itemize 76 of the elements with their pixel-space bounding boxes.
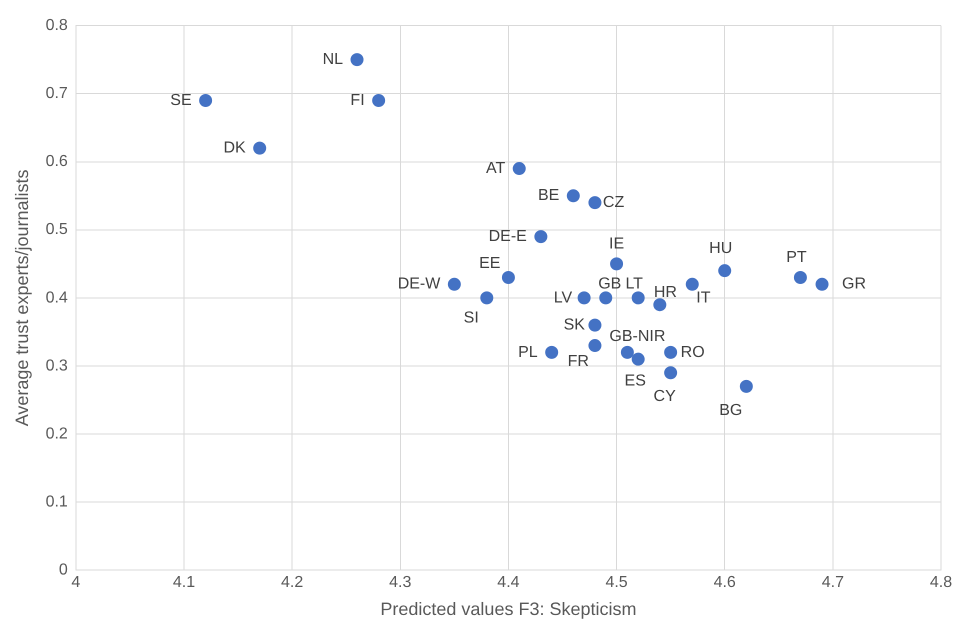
annotation: SE (170, 92, 192, 109)
point (620, 346, 634, 359)
y-tick-label: 0.4 (46, 289, 68, 306)
annotation: LT (625, 275, 644, 292)
annotation: CY (654, 388, 676, 406)
y-axis-title: Average trust experts/journalists (12, 170, 32, 426)
annotation: DK (223, 140, 246, 157)
point (588, 196, 602, 210)
x-axis-title: Predicted values F3: Skepticism (380, 599, 636, 620)
y-tick-label: 0.2 (46, 425, 68, 442)
x-tick-label: 4.4 (497, 574, 520, 592)
y-tick-label: 0.7 (46, 85, 68, 102)
point (718, 264, 732, 278)
y-tick-label: 0.6 (46, 153, 68, 170)
point (502, 270, 515, 284)
annotation: NL (322, 51, 344, 68)
point (372, 94, 386, 107)
y-tick-label: 0.1 (46, 494, 68, 511)
annotation: FR (568, 352, 589, 370)
point (664, 346, 678, 359)
y-tick-label: 0.3 (46, 357, 68, 374)
x-tick-label: 4.6 (714, 574, 736, 592)
point (566, 189, 580, 202)
annotation: IT (696, 290, 711, 307)
point (664, 366, 678, 380)
annotation: HR (654, 284, 677, 302)
point (740, 380, 753, 393)
annotation: LV (554, 289, 572, 306)
annotation: SK (564, 316, 586, 334)
point (794, 270, 807, 284)
point (480, 291, 494, 304)
point (545, 346, 558, 359)
x-tick-label: 4.3 (389, 574, 412, 592)
point (350, 53, 364, 66)
annotation: CZ (602, 194, 624, 211)
point (588, 339, 602, 352)
annotation: PL (518, 344, 538, 361)
point (686, 278, 699, 291)
annotation: FI (350, 92, 365, 109)
annotation: GR (842, 276, 866, 293)
annotation: DE-W (398, 276, 442, 293)
annotation: GB-NIR (609, 328, 666, 345)
point (253, 142, 266, 155)
point (588, 318, 602, 332)
point (653, 298, 666, 312)
annotation: RO (680, 344, 705, 361)
annotation: ES (624, 372, 646, 390)
y-tick-label: 0.5 (46, 221, 68, 238)
x-tick-label: 4.5 (605, 574, 628, 592)
point (199, 94, 212, 107)
point (816, 278, 829, 291)
point (610, 257, 624, 270)
x-tick-label: 4.1 (172, 574, 196, 592)
annotation: BE (538, 187, 560, 204)
annotation: AT (486, 160, 506, 177)
point (512, 162, 526, 176)
point (599, 291, 612, 304)
annotation: PT (786, 248, 807, 266)
point (632, 291, 645, 304)
y-tick-label: 0 (58, 562, 68, 579)
x-tick-label: 4.2 (281, 574, 304, 592)
point (448, 278, 461, 291)
x-tick-label: 4 (71, 574, 80, 592)
x-tick-label: 4.8 (930, 574, 952, 592)
annotation: DE-E (488, 228, 527, 246)
point (534, 230, 548, 244)
y-tick-label: 0.8 (46, 17, 68, 34)
annotation: GB (598, 275, 622, 292)
annotation: HU (709, 240, 732, 258)
point (578, 291, 591, 304)
annotation: BG (719, 402, 742, 419)
annotation: SI (464, 309, 479, 326)
annotation: IE (609, 235, 624, 252)
x-tick-label: 4.7 (822, 574, 844, 592)
annotation: EE (479, 254, 500, 272)
point (632, 352, 645, 366)
